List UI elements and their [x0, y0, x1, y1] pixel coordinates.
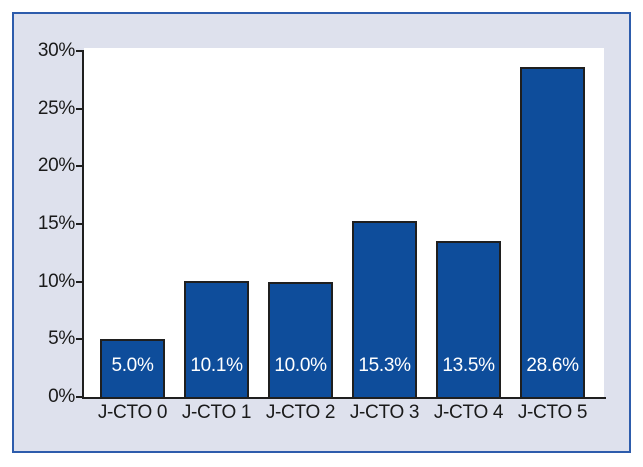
- y-axis-tick: [76, 165, 82, 168]
- y-axis-tick: [76, 50, 82, 52]
- x-axis-category-label: J-CTO 1: [181, 402, 252, 423]
- x-axis-line: [82, 397, 606, 399]
- x-axis-category-label: J-CTO 0: [97, 402, 168, 423]
- y-axis-tick-label: 25%: [37, 97, 75, 119]
- bar: [520, 67, 585, 399]
- y-axis-tick: [76, 338, 82, 341]
- bar-value-label: 13.5%: [442, 355, 495, 376]
- bar: [268, 281, 333, 399]
- bar-value-label: 5.0%: [111, 355, 154, 376]
- y-axis-tick-label: 15%: [37, 213, 75, 234]
- y-axis-tick: [76, 280, 82, 283]
- y-axis-tick-label: 10%: [37, 270, 75, 292]
- y-axis-tick: [76, 396, 82, 398]
- y-axis-tick: [76, 107, 82, 110]
- x-axis-category-label: J-CTO 5: [517, 402, 588, 423]
- bar: [184, 280, 249, 399]
- y-axis-tick-label: 0%: [48, 386, 75, 407]
- bar-value-label: 15.3%: [358, 355, 411, 376]
- bar: [352, 220, 417, 399]
- bar-value-label: 28.6%: [526, 355, 579, 376]
- y-axis-tick: [76, 223, 82, 225]
- bar: [100, 339, 165, 399]
- bar-value-label: 10.0%: [274, 355, 327, 376]
- plot-area: [84, 48, 604, 397]
- chart-frame: 0% 5% 10% 15% 20% 25% 30% 5.0% J-CTO 0 10.1% J-CTO…: [12, 12, 631, 453]
- y-axis-line: [82, 50, 84, 399]
- x-axis-category-label: J-CTO 3: [349, 402, 420, 423]
- bar-value-label: 10.1%: [190, 355, 243, 376]
- y-axis-tick-label: 20%: [37, 155, 75, 177]
- x-axis-category-label: J-CTO 4: [433, 402, 504, 423]
- x-axis-category-label: J-CTO 2: [265, 402, 336, 423]
- y-axis-tick-label: 30%: [37, 40, 75, 61]
- y-axis-tick-label: 5%: [48, 328, 75, 350]
- bar: [436, 241, 501, 399]
